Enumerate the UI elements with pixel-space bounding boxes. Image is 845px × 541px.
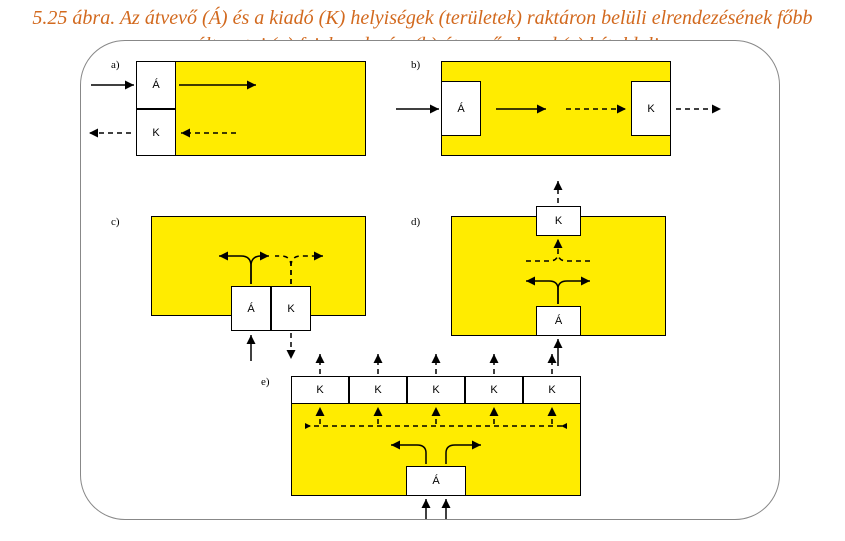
room-b-K: K (631, 81, 671, 136)
room-e-K3: K (407, 376, 465, 404)
room-e-K1: K (291, 376, 349, 404)
room-e-K5: K (523, 376, 581, 404)
room-e-K2: K (349, 376, 407, 404)
room-e-K4: K (465, 376, 523, 404)
room-a-K: K (136, 109, 176, 156)
label-e: e) (261, 376, 270, 388)
label-d: d) (411, 216, 420, 228)
label-c: c) (111, 216, 120, 228)
room-c-A: Á (231, 286, 271, 331)
room-b-A: Á (441, 81, 481, 136)
room-d-A: Á (536, 306, 581, 336)
room-a-A: Á (136, 61, 176, 109)
room-c-K: K (271, 286, 311, 331)
room-d-K: K (536, 206, 581, 236)
label-b: b) (411, 59, 420, 71)
room-e-A: Á (406, 466, 466, 496)
diagram-panel: a) Á K b) Á K c) Á K (80, 40, 780, 520)
label-a: a) (111, 59, 120, 71)
